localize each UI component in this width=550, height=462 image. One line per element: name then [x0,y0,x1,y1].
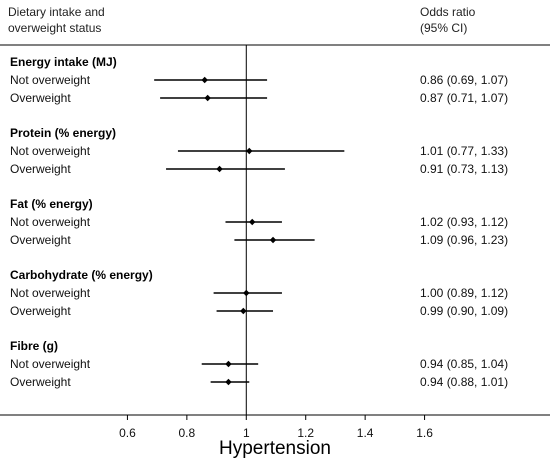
or-ci-text: 1.00 (0.89, 1.12) [420,286,508,300]
header-right-line2: (95% CI) [420,21,467,35]
x-tick-label: 1.2 [297,426,314,440]
row-label: Not overweight [10,73,91,87]
row-label: Overweight [10,233,71,247]
point-estimate [246,147,253,155]
row-label: Not overweight [10,286,91,300]
point-estimate [201,76,208,84]
row-label: Overweight [10,375,71,389]
or-ci-text: 1.02 (0.93, 1.12) [420,215,508,229]
x-tick-label: 1 [243,426,250,440]
or-ci-text: 0.87 (0.71, 1.07) [420,91,508,105]
point-estimate [249,218,256,226]
or-ci-text: 0.94 (0.85, 1.04) [420,357,508,371]
or-ci-text: 0.99 (0.90, 1.09) [420,304,508,318]
x-tick-label: 0.6 [119,426,136,440]
or-ci-text: 1.01 (0.77, 1.33) [420,144,508,158]
x-tick-label: 0.8 [179,426,196,440]
header-left-line1: Dietary intake and [8,5,105,19]
row-label: Not overweight [10,144,91,158]
group-title: Fibre (g) [10,339,58,353]
or-ci-text: 0.94 (0.88, 1.01) [420,375,508,389]
row-label: Not overweight [10,215,91,229]
row-label: Overweight [10,91,71,105]
row-label: Overweight [10,304,71,318]
group-title: Energy intake (MJ) [10,55,117,69]
group-title: Carbohydrate (% energy) [10,268,153,282]
row-label: Overweight [10,162,71,176]
header-right-line1: Odds ratio [420,5,476,19]
x-tick-label: 1.6 [416,426,433,440]
or-ci-text: 1.09 (0.96, 1.23) [420,233,508,247]
x-tick-label: 1.4 [357,426,374,440]
point-estimate [204,94,211,102]
point-estimate [240,307,247,315]
or-ci-text: 0.91 (0.73, 1.13) [420,162,508,176]
x-axis-label: Hypertension [219,438,331,459]
x-axis-ticks: 0.6 0.8 1 1.2 1.4 1.6 [119,415,433,440]
row-label: Not overweight [10,357,91,371]
group-title: Fat (% energy) [10,197,93,211]
rows-layer: Energy intake (MJ) Not overweight 0.86 (0.… [10,45,508,415]
point-estimate [216,165,223,173]
group-title: Protein (% energy) [10,126,116,140]
point-estimate [225,360,232,368]
point-estimate [269,236,277,244]
header-left-line2: overweight status [8,21,101,35]
point-estimate [243,289,250,297]
point-estimate [225,378,232,386]
or-ci-text: 0.86 (0.69, 1.07) [420,73,508,87]
